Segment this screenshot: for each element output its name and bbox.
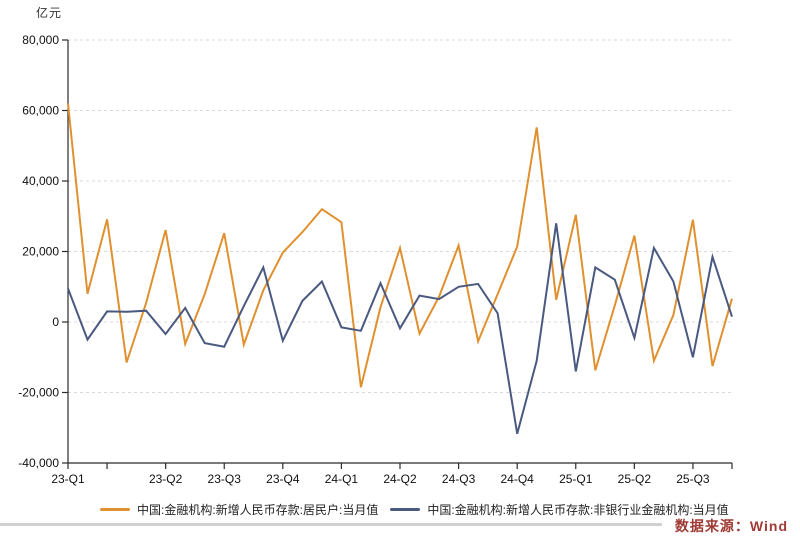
x-tick-label: 24-Q2	[383, 472, 417, 486]
x-tick-label: 25-Q2	[618, 472, 652, 486]
y-tick-label: 40,000	[22, 174, 59, 188]
bottom-divider	[0, 523, 662, 526]
y-tick-label: 60,000	[22, 104, 59, 118]
y-tick-label: 80,000	[22, 33, 59, 47]
x-tick-label: 25-Q1	[559, 472, 593, 486]
y-tick-label: -40,000	[18, 456, 59, 470]
series-line-0	[67, 103, 733, 388]
legend-item-household: 中国:金融机构:新增人民币存款:居民户:当月值	[100, 501, 378, 518]
series-line-1	[67, 223, 733, 434]
legend-line-household-icon	[100, 508, 130, 511]
line-chart: 80,000 60,000 40,000 20,000 0 -20,000 -40,000 2…	[18, 33, 733, 486]
x-tick-label: 24-Q4	[500, 472, 534, 486]
x-tick-label: 24-Q3	[442, 472, 476, 486]
legend-label-household: 中国:金融机构:新增人民币存款:居民户:当月值	[137, 503, 379, 517]
x-tick-label: 23-Q2	[149, 472, 183, 486]
legend: 中国:金融机构:新增人民币存款:居民户:当月值 中国:金融机构:新增人民币存款:…	[100, 501, 729, 518]
x-tick-label: 24-Q1	[325, 472, 359, 486]
y-tick-label: 20,000	[22, 245, 59, 259]
legend-line-nonbank-icon	[390, 508, 421, 511]
legend-label-nonbank: 中国:金融机构:新增人民币存款:非银行业金融机构:当月值	[427, 503, 729, 517]
x-tick-label: 23-Q3	[208, 472, 242, 486]
y-tick-label: -20,000	[18, 386, 59, 400]
watermark-data-source: 数据来源：Wind	[674, 518, 788, 534]
legend-item-nonbank: 中国:金融机构:新增人民币存款:非银行业金融机构:当月值	[390, 501, 729, 518]
x-tick-label: 23-Q1	[51, 472, 85, 486]
y-axis-unit-label: 亿元	[36, 6, 63, 20]
x-tick-label: 23-Q4	[266, 472, 300, 486]
x-tick-label: 25-Q3	[676, 472, 710, 486]
y-tick-label: 0	[52, 315, 59, 329]
